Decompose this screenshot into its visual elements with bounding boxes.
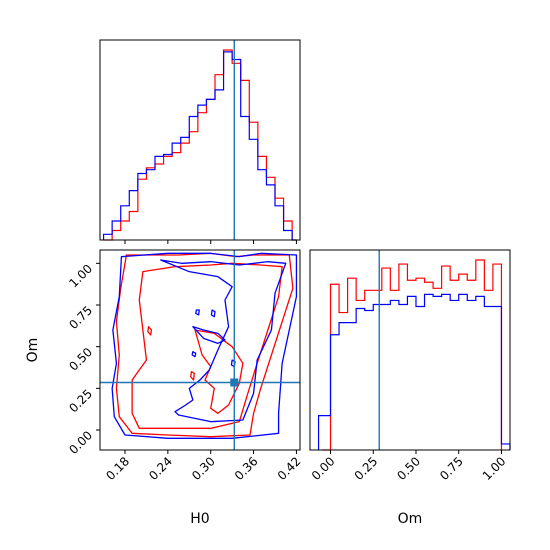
contour-red-0 — [115, 252, 294, 438]
x-tick-label-1: 0.24 — [146, 454, 175, 483]
contour-h0-om-panel: 0.00 0.25 0.50 0.75 1.00 0.18 0.24 0.30 0.36 0.42 — [66, 249, 304, 483]
contour-blue-0 — [111, 252, 298, 439]
contour-red-1 — [131, 262, 283, 429]
x-axis-label-h0: H0 — [190, 511, 209, 527]
contour-blue-1 — [160, 259, 287, 423]
hist-series-blue — [317, 293, 511, 450]
x-tick-label-3: 0.36 — [232, 454, 261, 483]
truth-marker — [230, 378, 239, 387]
y-tick-label-3: 0.75 — [66, 303, 95, 332]
x-tick-label-2: 0.30 — [189, 454, 218, 483]
hist-h0-panel — [99, 39, 301, 244]
hist-series-red — [321, 259, 503, 451]
hist-series-blue — [102, 51, 297, 241]
x-axis-label-om: Om — [398, 511, 423, 527]
x-tick-label-4: 1.00 — [480, 454, 509, 483]
contour-blue-4 — [210, 309, 216, 318]
y-tick-label-0: 0.00 — [66, 428, 95, 457]
x-tick-label-0: 0.18 — [103, 454, 132, 483]
y-tick-label-4: 1.00 — [66, 262, 95, 291]
contour-blue-3 — [195, 309, 200, 316]
panel-frame — [99, 39, 301, 241]
contour-red-4 — [190, 371, 195, 381]
y-axis-label-om: Om — [25, 338, 41, 363]
x-tick-label-3: 0.75 — [437, 454, 466, 483]
y-tick-label-1: 0.25 — [66, 387, 95, 416]
hist-om-panel: 0.00 0.25 0.50 0.75 1.00 — [309, 249, 511, 483]
hist-series-red — [103, 49, 297, 241]
contour-blue-2 — [192, 326, 226, 344]
x-tick-label-0: 0.00 — [309, 454, 338, 483]
y-tick-label-2: 0.50 — [66, 345, 95, 374]
contour-red-3 — [147, 326, 153, 336]
x-tick-label-2: 0.50 — [394, 454, 423, 483]
x-tick-label-4: 0.42 — [275, 454, 304, 483]
x-tick-label-1: 0.25 — [352, 454, 381, 483]
panel-frame — [99, 249, 301, 451]
contour-blue-5 — [191, 351, 197, 358]
panel-frame — [309, 249, 511, 451]
